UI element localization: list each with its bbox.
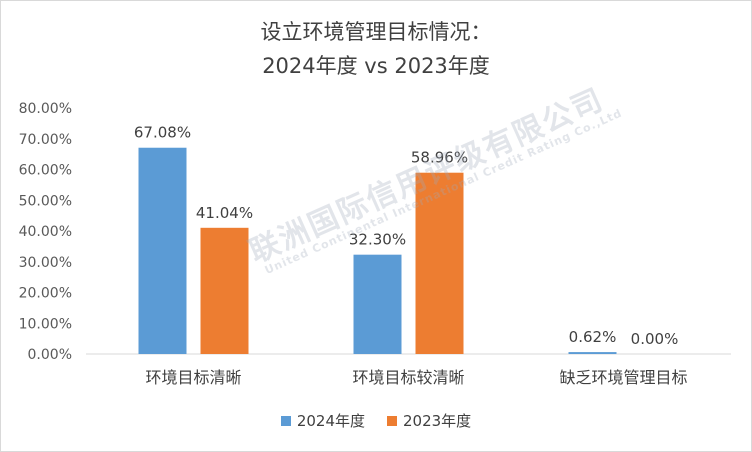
data-label: 67.08% [134,124,191,142]
y-tick-label: 40.00% [19,224,72,240]
bar-2024 [353,254,402,354]
legend-label-2023: 2023年度 [403,412,472,430]
data-label: 32.30% [349,231,406,249]
legend-item-2023: 2023年度 [387,410,471,431]
y-tick-label: 20.00% [19,286,72,302]
legend-label-2024: 2024年度 [296,412,365,430]
y-tick-label: 0.00% [28,347,72,363]
bar-2024 [568,352,617,354]
legend-item-2024: 2024年度 [280,410,365,431]
x-category-label: 环境目标较清晰 [352,368,464,387]
chart-title-line1: 设立环境管理目标情况： [260,20,492,44]
data-label: 58.96% [411,149,468,167]
legend-swatch-2023 [387,415,397,426]
y-tick-label: 50.00% [19,193,72,209]
data-label: 0.00% [631,330,679,348]
chart-title-line2: 2024年度 vs 2023年度 [262,54,490,78]
y-tick-label: 30.00% [19,255,72,271]
chart-legend: 2024年度 2023年度 [1,410,751,431]
data-label: 0.62% [569,328,617,346]
chart-title: 设立环境管理目标情况： 2024年度 vs 2023年度 [1,15,751,83]
y-tick-label: 70.00% [19,132,72,148]
data-label: 41.04% [196,204,253,222]
x-category-label: 缺乏环境管理目标 [559,368,687,387]
x-category-label: 环境目标清晰 [145,368,241,387]
bar-2023 [200,227,249,354]
y-tick-label: 80.00% [19,101,72,117]
y-tick-label: 10.00% [19,316,72,332]
bar-2024 [138,147,187,354]
y-tick-label: 60.00% [19,163,72,179]
legend-swatch-2024 [280,415,291,426]
bar-2023 [415,172,464,354]
